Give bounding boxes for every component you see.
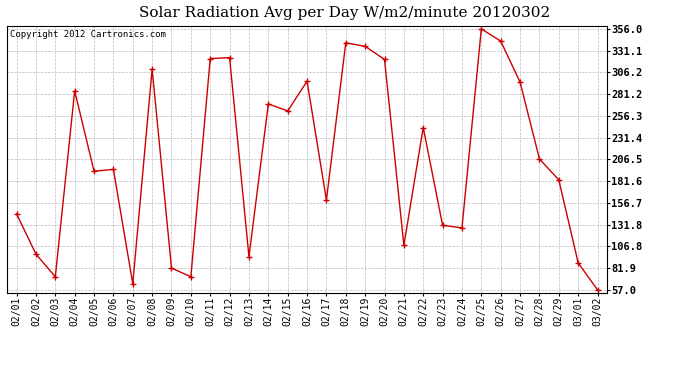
Text: Copyright 2012 Cartronics.com: Copyright 2012 Cartronics.com <box>10 30 166 39</box>
Text: Solar Radiation Avg per Day W/m2/minute 20120302: Solar Radiation Avg per Day W/m2/minute … <box>139 6 551 20</box>
